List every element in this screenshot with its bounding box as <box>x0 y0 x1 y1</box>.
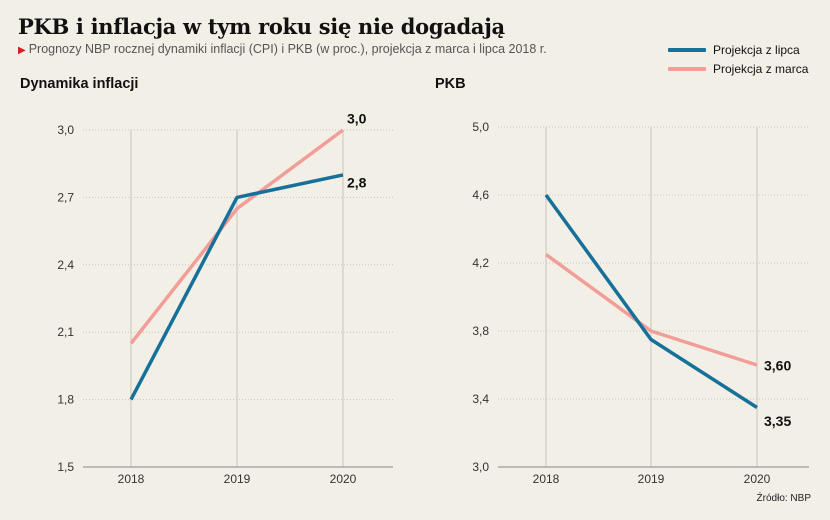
y-tick-label: 3,4 <box>472 392 489 406</box>
subtitle-marker-icon: ▶ <box>18 45 26 56</box>
y-tick-label: 2,1 <box>57 325 74 339</box>
legend: Projekcja z lipca Projekcja z marca <box>668 40 808 78</box>
y-tick-label: 1,5 <box>57 460 74 474</box>
data-label-july: 3,35 <box>764 413 791 429</box>
series-line-march <box>129 128 345 345</box>
panel-title-inflation: Dynamika inflacji <box>20 76 139 92</box>
legend-item-july: Projekcja z lipca <box>668 40 808 59</box>
series-line-march <box>544 253 758 367</box>
gdp-chart: 3,0 3,4 3,8 4,2 4,6 5,0 2018 2019 2020 3,35 3,60 <box>472 120 809 486</box>
y-tick-label: 1,8 <box>57 393 74 407</box>
series-line-july <box>544 193 758 409</box>
subtitle-text: Prognozy NBP rocznej dynamiki inflacji (… <box>28 42 547 56</box>
x-tick-label: 2019 <box>638 472 665 486</box>
legend-label-july: Projekcja z lipca <box>713 42 800 57</box>
x-tick-label: 2018 <box>118 472 145 486</box>
y-tick-label: 2,7 <box>57 190 74 204</box>
data-label-march: 3,0 <box>347 111 367 127</box>
data-label-july: 2,8 <box>347 175 367 191</box>
y-tick-label: 3,0 <box>472 460 489 474</box>
x-tick-label: 2018 <box>533 472 560 486</box>
legend-label-march: Projekcja z marca <box>713 61 809 76</box>
chart-subtitle: ▶ Prognozy NBP rocznej dynamiki inflacji … <box>18 42 547 56</box>
y-tick-label: 4,2 <box>472 256 489 270</box>
data-label-march: 3,60 <box>764 358 791 374</box>
y-tick-label: 4,6 <box>472 188 489 202</box>
legend-swatch-july <box>668 47 706 52</box>
y-tick-label: 5,0 <box>472 120 489 134</box>
x-tick-label: 2019 <box>224 472 251 486</box>
x-tick-label: 2020 <box>744 472 771 486</box>
x-tick-label: 2020 <box>330 472 357 486</box>
legend-item-march: Projekcja z marca <box>668 59 808 78</box>
source-note: Źródło: NBP <box>756 493 811 504</box>
inflation-chart: 1,5 1,8 2,1 2,4 2,7 3,0 2018 2019 2020 2,8 3,0 <box>57 111 393 486</box>
panel-title-gdp: PKB <box>435 76 466 92</box>
y-tick-label: 3,8 <box>472 324 489 338</box>
legend-swatch-march <box>668 66 706 71</box>
y-tick-label: 2,4 <box>57 258 74 272</box>
chart-title: PKB i inflacja w tym roku się nie dogada… <box>18 14 505 39</box>
series-line-july <box>129 173 344 401</box>
y-tick-label: 3,0 <box>57 123 74 137</box>
